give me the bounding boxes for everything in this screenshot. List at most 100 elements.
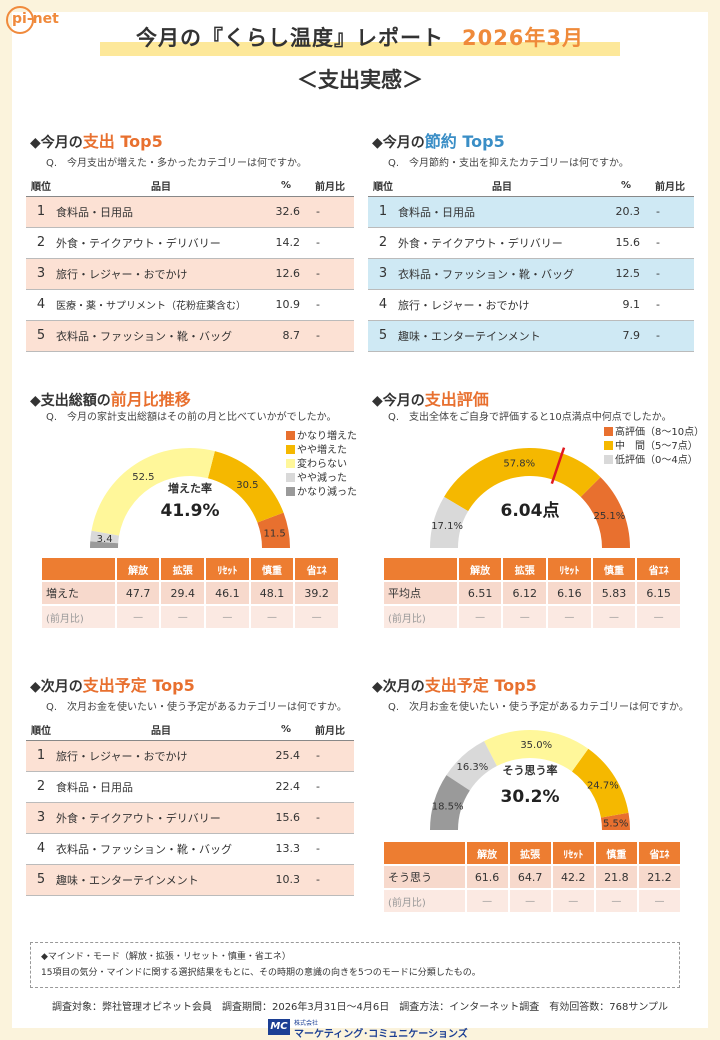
mode-note: ◆マインド・モード（解放・拡張・リセット・慎重・省エネ） 15項目の気分・マイン… bbox=[30, 942, 680, 988]
column-header: 品目 bbox=[398, 176, 606, 197]
mode-value: — bbox=[458, 606, 502, 628]
mode-row: 平均点 6.51 6.12 6.16 5.83 6.15 bbox=[384, 582, 680, 604]
gauge-label: 52.5 bbox=[132, 472, 154, 483]
item-cell: 外食・テイクアウト・デリバリー bbox=[56, 227, 266, 259]
pct-cell: 10.9 bbox=[266, 289, 306, 321]
mode-value: 42.2 bbox=[552, 866, 594, 888]
gauge-segment bbox=[444, 448, 601, 512]
pct-cell: 15.6 bbox=[266, 802, 306, 834]
item-cell: 食料品・日用品 bbox=[398, 196, 606, 228]
table-row: 4 旅行・レジャー・おでかけ 9.1- bbox=[368, 289, 694, 321]
column-header: 順位 bbox=[26, 176, 56, 197]
mode-header: 解放 bbox=[466, 842, 508, 864]
company-logo: MC 株式会社 マーケティング･コミュニケーションズ bbox=[268, 1018, 468, 1040]
legend-label: 中 間（5～7点） bbox=[615, 441, 698, 452]
legend-swatch bbox=[604, 455, 613, 464]
mode-header: 慎重 bbox=[595, 842, 637, 864]
item-cell: 食料品・日用品 bbox=[56, 196, 266, 228]
diff-cell: - bbox=[306, 196, 354, 228]
rank-cell: 3 bbox=[26, 802, 56, 834]
report-subtitle: ＜支出実感＞ bbox=[297, 68, 423, 92]
column-header: % bbox=[606, 176, 646, 197]
gauge-label: 3.4 bbox=[97, 534, 113, 545]
item-cell: 衣料品・ファッション・靴・バッグ bbox=[56, 833, 266, 865]
column-header: 前月比 bbox=[306, 720, 354, 741]
save-top5-table: 順位 品目% 前月比 1 食料品・日用品 20.3-2 外食・テイクアウト・デリバリー 15.… bbox=[368, 176, 694, 352]
company-type: 株式会社 bbox=[294, 1020, 319, 1027]
rank-cell: 3 bbox=[368, 258, 398, 290]
mode-value: 21.2 bbox=[638, 866, 680, 888]
gauge-label: 11.5 bbox=[263, 529, 285, 540]
mode-value: — bbox=[250, 606, 294, 628]
mode-value: — bbox=[552, 890, 594, 912]
rank-cell: 5 bbox=[26, 320, 56, 352]
column-header: 前月比 bbox=[306, 176, 354, 197]
item-cell: 食料品・日用品 bbox=[56, 771, 266, 803]
eval-legend: 高評価（8～10点） 中 間（5～7点） 低評価（0～4点） bbox=[604, 426, 704, 468]
header-row: 順位 品目% 前月比 bbox=[26, 176, 354, 197]
mode-value: 46.1 bbox=[206, 582, 249, 604]
rank-cell: 1 bbox=[26, 740, 56, 772]
rank-cell: 1 bbox=[368, 196, 398, 228]
gauge-needle bbox=[550, 447, 566, 484]
survey-footer: 調査対象：弊社管理オピネット会員 調査期間：2026年3月31日～4月6日 調査… bbox=[51, 1002, 669, 1013]
gauge-segment bbox=[90, 530, 120, 544]
gauge-label: 5.5% bbox=[603, 819, 628, 830]
mode-row: (前月比) — — — — — bbox=[42, 606, 338, 628]
diff-cell: - bbox=[306, 320, 354, 352]
mode-header: 慎重 bbox=[250, 558, 294, 580]
eval-mode-table: 解放 拡張 ﾘｾｯﾄ 慎重 省ｴﾈ 平均点 6.51 6.12 6.16 5.83 6.15 (前月比… bbox=[382, 556, 682, 630]
gauge-label: 24.7% bbox=[587, 780, 619, 791]
legend-swatch bbox=[286, 473, 295, 482]
gauge-center-value: 30.2% bbox=[501, 787, 560, 807]
mode-value: 5.83 bbox=[592, 582, 636, 604]
mode-header: 省ｴﾈ bbox=[638, 842, 680, 864]
diff-cell: - bbox=[306, 289, 354, 321]
gauge-label: 25.1% bbox=[594, 511, 626, 522]
column-header: 品目 bbox=[56, 720, 266, 741]
column-header: 品目 bbox=[56, 176, 266, 197]
column-header: 順位 bbox=[26, 720, 56, 741]
rank-cell: 4 bbox=[26, 289, 56, 321]
legend-item: かなり減った bbox=[286, 486, 357, 500]
eval-question: Q. 支出全体をご自身で評価すると10点満点中何点でしたか。 bbox=[388, 412, 672, 423]
plan-agree-title: ◆次月の支出予定 Top5 bbox=[372, 676, 537, 695]
mode-value: 6.15 bbox=[637, 582, 680, 604]
item-cell: 外食・テイクアウト・デリバリー bbox=[398, 227, 606, 259]
header-row: 順位 品目% 前月比 bbox=[26, 720, 354, 741]
mode-row-label: 増えた bbox=[42, 582, 115, 604]
mode-header bbox=[384, 558, 457, 580]
mode-header: ﾘｾｯﾄ bbox=[552, 842, 594, 864]
legend-label: やや増えた bbox=[297, 445, 347, 456]
pct-cell: 10.3 bbox=[266, 864, 306, 896]
mode-value: — bbox=[161, 606, 205, 628]
item-cell: 趣味・エンターテインメント bbox=[398, 320, 606, 352]
mode-header: ﾘｾｯﾄ bbox=[206, 558, 249, 580]
legend-label: 高評価（8～10点） bbox=[615, 427, 705, 438]
item-cell: 衣料品・ファッション・靴・バッグ bbox=[398, 258, 606, 290]
plan-top5-title: ◆次月の支出予定 Top5 bbox=[30, 676, 195, 695]
mode-header: 解放 bbox=[458, 558, 502, 580]
plan-top5-table: 順位 品目% 前月比 1 旅行・レジャー・おでかけ 25.4-2 食料品・日用品 22.4-3… bbox=[26, 720, 354, 896]
gauge-segment bbox=[90, 541, 119, 548]
pinet-logo: pi-net bbox=[6, 6, 76, 34]
pct-cell: 15.6 bbox=[606, 227, 646, 259]
plan-top5-question: Q. 次月お金を使いたい・使う予定があるカテゴリーは何ですか。 bbox=[46, 702, 347, 713]
legend-item: 中 間（5～7点） bbox=[604, 440, 704, 454]
pct-cell: 12.5 bbox=[606, 258, 646, 290]
mode-value: — bbox=[595, 890, 637, 912]
gauge-center-value: 6.04点 bbox=[501, 500, 560, 521]
trend-mode-table: 解放 拡張 ﾘｾｯﾄ 慎重 省ｴﾈ 増えた 47.7 29.4 46.1 48.1 39.2 (前月比… bbox=[40, 556, 340, 630]
mode-row: (前月比) — — — — — bbox=[384, 890, 680, 912]
legend-swatch bbox=[286, 487, 295, 496]
diff-cell: - bbox=[306, 740, 354, 772]
mode-note-text: 15項目の気分・マインドに関する選択結果をもとに、その時期の意識の向きを5つのモ… bbox=[41, 968, 481, 978]
table-row: 5 趣味・エンターテインメント 7.9- bbox=[368, 320, 694, 352]
diff-cell: - bbox=[306, 864, 354, 896]
pct-cell: 20.3 bbox=[606, 196, 646, 228]
pct-cell: 14.2 bbox=[266, 227, 306, 259]
diff-cell: - bbox=[306, 771, 354, 803]
table-row: 2 外食・テイクアウト・デリバリー 15.6- bbox=[368, 227, 694, 259]
legend-label: やや減った bbox=[297, 473, 347, 484]
mode-value: 47.7 bbox=[116, 582, 160, 604]
